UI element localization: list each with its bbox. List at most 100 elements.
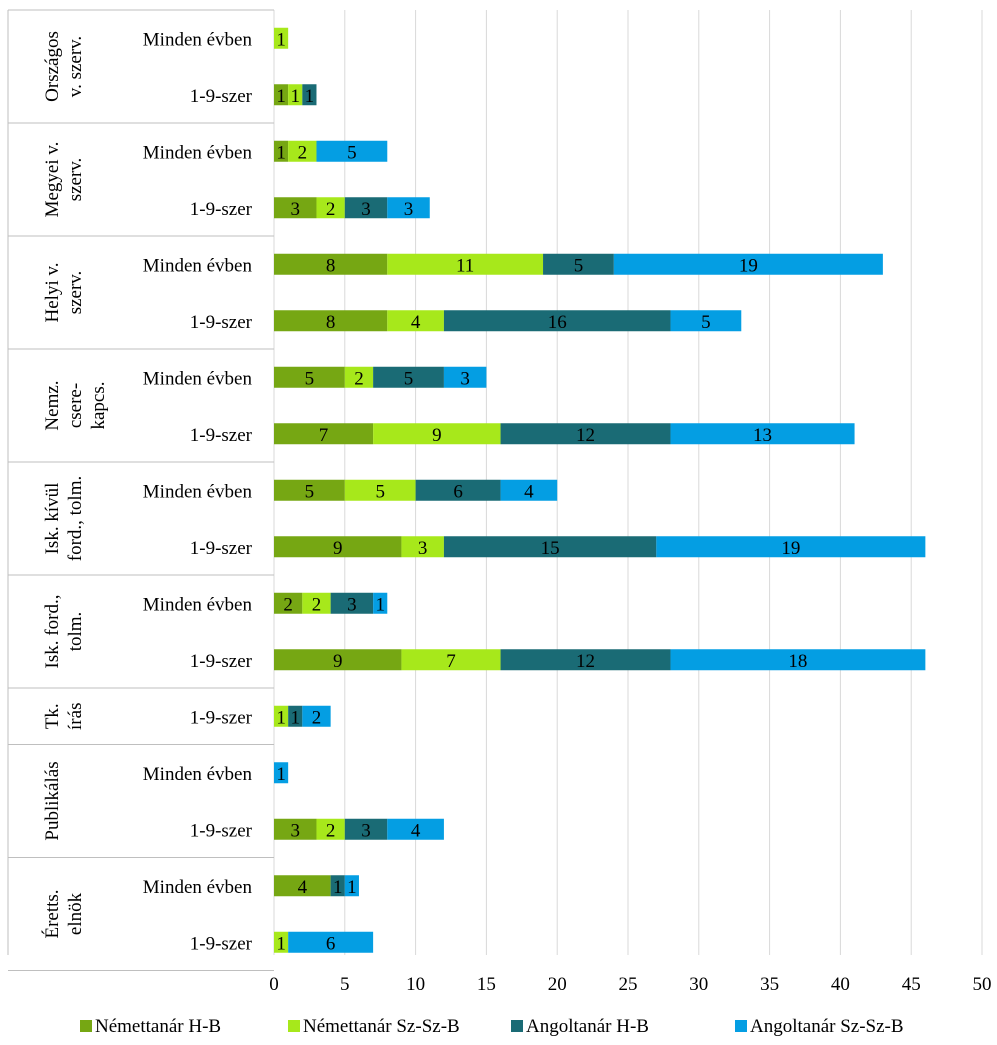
bar-segment[interactable]: [387, 818, 444, 840]
bar-segment[interactable]: [316, 818, 345, 840]
bar-segment[interactable]: [274, 818, 317, 840]
data-label: 12: [576, 651, 595, 672]
group-label: Publikálás: [42, 761, 63, 840]
bar-segment[interactable]: [401, 536, 444, 558]
bar-segment[interactable]: [274, 931, 289, 953]
legend-label[interactable]: Angoltanár Sz-Sz-B: [750, 1016, 904, 1037]
bar-segment[interactable]: [613, 253, 883, 275]
bar-segment[interactable]: [443, 310, 671, 332]
bar-segment[interactable]: [274, 592, 303, 614]
bar-segment[interactable]: [274, 310, 388, 332]
data-label: 19: [739, 255, 758, 276]
data-label: 1: [347, 877, 357, 898]
bar-segment[interactable]: [288, 84, 303, 106]
row-label: Minden évben: [143, 255, 253, 276]
data-label: 3: [404, 199, 414, 220]
bar-segment[interactable]: [274, 197, 317, 219]
bar-segment[interactable]: [670, 310, 742, 332]
bar-segment[interactable]: [274, 253, 388, 275]
bar-segment[interactable]: [330, 875, 345, 897]
bar-segment[interactable]: [443, 366, 487, 388]
data-label: 6: [326, 933, 336, 954]
row-label: 1-9-szer: [190, 86, 253, 107]
bar-segment[interactable]: [415, 479, 501, 501]
row-label: 1-9-szer: [190, 312, 253, 333]
bar-segment[interactable]: [274, 366, 345, 388]
data-label: 9: [432, 425, 442, 446]
bar-segment[interactable]: [500, 479, 558, 501]
bar-segment[interactable]: [500, 649, 671, 671]
bar-segment[interactable]: [274, 140, 289, 162]
data-label: 11: [456, 255, 474, 276]
row-label: Minden évben: [143, 368, 253, 389]
bar-segment[interactable]: [274, 423, 374, 445]
x-tick-label: 15: [477, 974, 496, 995]
bar-segment[interactable]: [302, 84, 317, 106]
bar-segment[interactable]: [274, 762, 289, 784]
bar-segment[interactable]: [344, 366, 374, 388]
bar-segment[interactable]: [274, 705, 289, 727]
bar-segment[interactable]: [274, 84, 289, 106]
legend[interactable]: Némettanár H-B Némettanár Sz-Sz-B Angoltan…: [80, 1016, 904, 1037]
data-label: 1: [276, 142, 286, 163]
bar-segment[interactable]: [344, 197, 388, 219]
legend-label[interactable]: Némettanár Sz-Sz-B: [303, 1016, 460, 1037]
bar-segment[interactable]: [274, 536, 402, 558]
data-label: 2: [283, 594, 293, 615]
legend-label[interactable]: Némettanár H-B: [95, 1016, 221, 1037]
group-label: Tk. írás: [42, 703, 86, 730]
x-tick-label: 10: [406, 974, 425, 995]
data-label: 1: [305, 86, 315, 107]
bar-segment[interactable]: [288, 705, 303, 727]
bar-segment[interactable]: [443, 536, 657, 558]
row-label: Minden évben: [143, 877, 253, 898]
row-label: 1-9-szer: [190, 820, 253, 841]
group-label: Isk. kívül ford., tolm.: [42, 476, 86, 562]
data-label: 2: [298, 142, 308, 163]
bar-segment[interactable]: [274, 27, 289, 49]
x-tick-label: 0: [269, 974, 279, 995]
bar-segment[interactable]: [387, 253, 544, 275]
bar-segment[interactable]: [373, 592, 388, 614]
data-label: 18: [788, 651, 807, 672]
bar-segment[interactable]: [316, 197, 345, 219]
bar-segment[interactable]: [543, 253, 614, 275]
row-label: 1-9-szer: [190, 651, 253, 672]
bar-segment[interactable]: [387, 197, 430, 219]
bar-segment[interactable]: [274, 479, 345, 501]
data-label: 1: [276, 764, 286, 785]
bar-segment[interactable]: [373, 423, 501, 445]
bar-segment[interactable]: [670, 423, 855, 445]
x-tick-label: 20: [548, 974, 567, 995]
group-label: Megyei v. szerv.: [42, 142, 86, 218]
bar-segment[interactable]: [288, 140, 317, 162]
bar-segment[interactable]: [670, 649, 926, 671]
bar-segment[interactable]: [274, 875, 331, 897]
bar-segment[interactable]: [344, 479, 416, 501]
bar-segment[interactable]: [401, 649, 501, 671]
bar-segment[interactable]: [656, 536, 926, 558]
bar-segment[interactable]: [316, 140, 388, 162]
row-label: 1-9-szer: [190, 425, 253, 446]
group-label: Országos v. szerv.: [42, 31, 86, 102]
bar-segment[interactable]: [330, 592, 374, 614]
bar-segment[interactable]: [344, 875, 359, 897]
bar-segment[interactable]: [500, 423, 671, 445]
bar-segment[interactable]: [344, 818, 388, 840]
bar-segment[interactable]: [373, 366, 444, 388]
row-label: Minden évben: [143, 764, 253, 785]
bar-segment[interactable]: [274, 649, 402, 671]
bar-segment[interactable]: [302, 705, 331, 727]
data-label: 2: [354, 368, 364, 389]
data-label: 13: [753, 425, 772, 446]
legend-swatch: [80, 1020, 92, 1032]
bar-segment[interactable]: [288, 931, 374, 953]
data-label: 5: [305, 368, 315, 389]
data-label: 2: [326, 199, 336, 220]
data-label: 9: [333, 651, 343, 672]
bar-segment[interactable]: [387, 310, 444, 332]
x-tick-label: 5: [340, 974, 350, 995]
row-label: 1-9-szer: [190, 199, 253, 220]
legend-label[interactable]: Angoltanár H-B: [526, 1016, 649, 1037]
bar-segment[interactable]: [302, 592, 331, 614]
